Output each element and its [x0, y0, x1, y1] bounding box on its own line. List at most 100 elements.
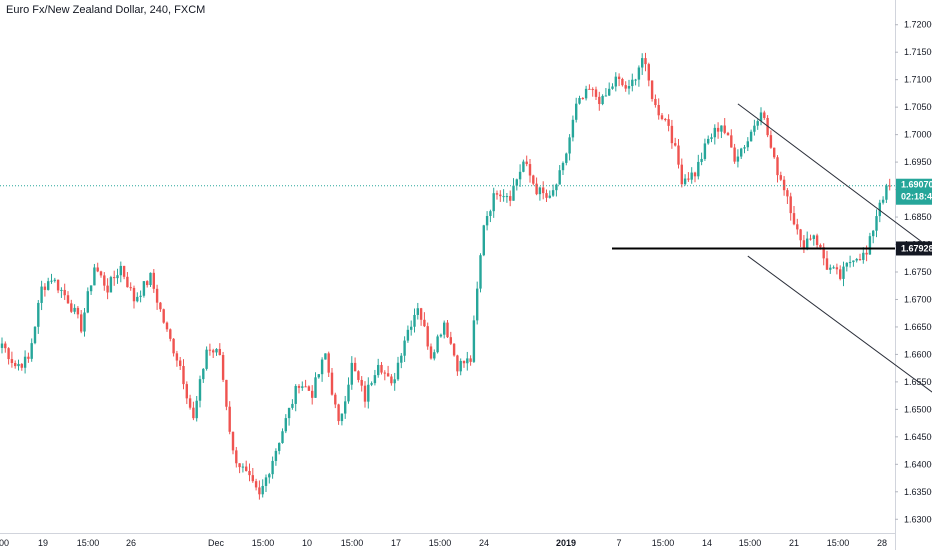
candle-body: [575, 103, 578, 120]
candle-body: [63, 289, 66, 296]
channel-upper-line[interactable]: [737, 103, 932, 295]
candle-body: [449, 337, 452, 344]
candle-body: [614, 76, 617, 87]
candle-body: [839, 269, 842, 279]
candle-body: [594, 89, 598, 97]
candle-body: [637, 67, 641, 80]
candle-body: [297, 385, 301, 388]
candle-body: [139, 295, 142, 297]
candle-body: [337, 404, 340, 422]
candle-body: [703, 143, 707, 159]
countdown-label: 02:18:48: [901, 192, 932, 202]
candle-body: [119, 265, 122, 276]
time-tick-label: Dec: [208, 538, 225, 548]
candle-body: [47, 281, 50, 290]
candle-body: [314, 377, 317, 398]
candle-body: [697, 161, 700, 177]
candle-body: [548, 195, 551, 198]
candle-body: [872, 230, 875, 237]
candle-body: [459, 360, 462, 372]
candle-body: [627, 86, 631, 89]
candle-body: [690, 172, 693, 180]
candle-body: [353, 362, 357, 372]
candle-body: [489, 211, 492, 216]
candle-body: [835, 267, 839, 270]
candle-body: [532, 175, 535, 184]
candle-body: [380, 364, 383, 373]
candle-body: [469, 358, 472, 362]
candle-body: [852, 260, 855, 263]
candle-body: [829, 267, 832, 270]
candle-body: [452, 343, 456, 356]
candle-body: [215, 348, 218, 353]
price-tick-label: 1.70500: [904, 102, 932, 112]
candle-body: [792, 213, 796, 225]
candle-body: [769, 135, 773, 148]
candle-body: [357, 371, 360, 380]
level-price-badge: [896, 241, 932, 256]
candle-body: [261, 485, 264, 495]
candle-body: [485, 215, 489, 226]
candle-body: [495, 193, 499, 195]
candle-body: [30, 343, 33, 359]
candle-body: [106, 285, 109, 293]
candle-body: [733, 147, 736, 162]
candle-body: [641, 58, 644, 68]
candle-body: [518, 171, 522, 180]
candle-body: [241, 466, 245, 468]
candle-body: [862, 252, 865, 260]
candle-body: [93, 267, 96, 286]
candle-body: [693, 172, 697, 177]
time-tick-label: 26: [126, 538, 136, 548]
price-tick-label: 1.65000: [904, 404, 932, 414]
time-tick-label: 10: [302, 538, 312, 548]
candle-body: [462, 360, 466, 364]
candle-body: [551, 190, 555, 196]
candle-body: [370, 383, 373, 385]
current-price-label: 1.69070: [901, 180, 932, 190]
candle-body: [419, 308, 423, 320]
candle-body: [588, 88, 591, 90]
candle-body: [680, 164, 683, 185]
candle-body: [218, 348, 221, 356]
candle-body: [806, 238, 809, 248]
candle-body: [535, 183, 538, 195]
candle-body: [509, 196, 512, 201]
candle-body: [122, 265, 126, 277]
candle-body: [4, 343, 7, 349]
candle-body: [377, 364, 380, 376]
candle-body: [723, 125, 726, 133]
candle-body: [360, 379, 363, 386]
candle-body: [155, 288, 159, 303]
candle-body: [713, 127, 716, 138]
candle-body: [27, 356, 30, 359]
candle-body: [307, 386, 311, 391]
candle-body: [192, 407, 195, 419]
candle-body: [604, 95, 608, 97]
price-tick-label: 1.67000: [904, 294, 932, 304]
candle-body: [647, 64, 650, 81]
candle-body: [525, 161, 528, 165]
candle-body: [621, 79, 624, 86]
current-price-badge: [896, 178, 932, 205]
candle-body: [396, 362, 400, 380]
candle-body: [881, 199, 885, 203]
time-tick-label: 21: [789, 538, 799, 548]
time-tick-label: 15:00: [77, 538, 100, 548]
candle-body: [416, 308, 419, 315]
candle-body: [542, 187, 545, 194]
channel-lower-line[interactable]: [747, 255, 932, 436]
candle-body: [634, 79, 637, 81]
candle-body: [103, 275, 106, 286]
candle-body: [832, 267, 835, 269]
candle-body: [515, 179, 518, 186]
time-tick-label: 17: [391, 538, 401, 548]
candle-body: [512, 185, 515, 201]
candle-body: [743, 147, 746, 149]
candle-body: [660, 115, 664, 120]
candle-body: [825, 258, 829, 270]
candle-body: [845, 262, 848, 267]
candle-body: [558, 170, 561, 185]
